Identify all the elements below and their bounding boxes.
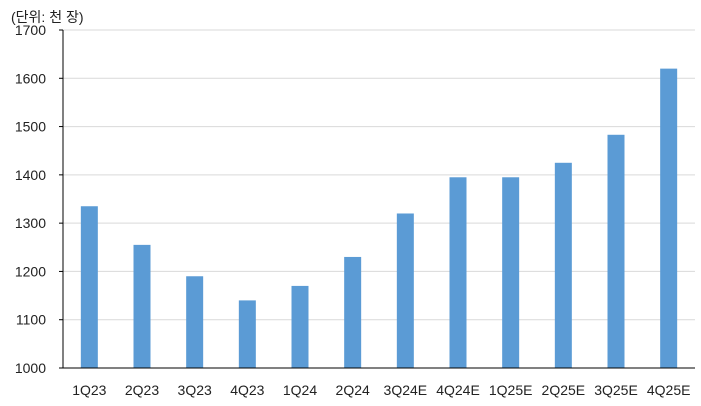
y-tick-label: 1400 [15, 167, 46, 183]
x-tick-label: 3Q23 [178, 382, 212, 398]
bar-series [80, 68, 678, 368]
x-tick-label: 3Q24E [384, 382, 428, 398]
x-tick-label: 2Q24 [336, 382, 370, 398]
x-tick-label: 4Q24E [436, 382, 480, 398]
y-tick-label: 1700 [15, 22, 46, 38]
y-tick-label: 1100 [16, 312, 46, 328]
y-tick-label: 1300 [15, 215, 46, 231]
bar [80, 206, 98, 368]
x-tick-label: 4Q23 [230, 382, 264, 398]
bar [660, 68, 678, 368]
bar [291, 285, 309, 368]
y-tick-label: 1600 [15, 70, 46, 86]
bar [396, 213, 414, 368]
bar [186, 276, 204, 368]
bar [554, 162, 572, 368]
x-tick-label: 2Q23 [125, 382, 159, 398]
y-tick-label: 1200 [15, 263, 46, 279]
x-tick-label: 1Q23 [72, 382, 106, 398]
x-tick-label: 2Q25E [542, 382, 586, 398]
axes [59, 29, 695, 369]
bar [133, 244, 151, 368]
bar [344, 256, 362, 368]
x-tick-label: 1Q24 [283, 382, 317, 398]
bar [238, 300, 256, 368]
x-tick-label: 4Q25E [647, 382, 691, 398]
unit-label: (단위: 천 장) [11, 9, 84, 25]
x-tick-label: 3Q25E [594, 382, 638, 398]
y-tick-label: 1000 [15, 360, 46, 376]
x-tick-label: 1Q25E [489, 382, 533, 398]
bar [449, 177, 467, 368]
bar [502, 177, 520, 368]
y-tick-label: 1500 [15, 119, 46, 135]
x-axis-ticks: 1Q23 2Q23 3Q23 4Q23 1Q24 2Q24 3Q24E 4Q24E 1Q25E 2… [72, 382, 690, 398]
y-axis-ticks: 1000 1100 1200 1300 1400 1500 1600 1700 [15, 22, 46, 376]
bar [607, 134, 625, 368]
gridlines [63, 29, 695, 321]
